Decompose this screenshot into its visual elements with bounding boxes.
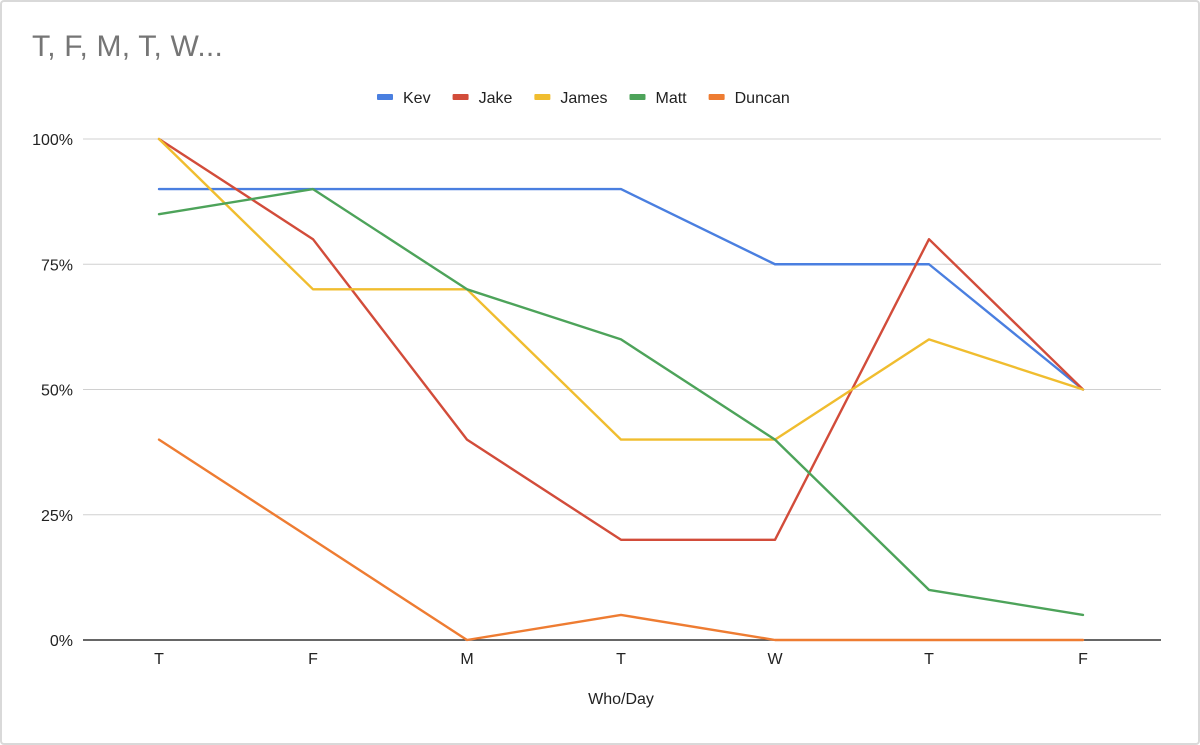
- legend-swatch: [377, 94, 393, 100]
- x-tick-label: F: [1078, 651, 1088, 668]
- legend-label: Duncan: [735, 90, 790, 107]
- y-tick-label: 50%: [41, 383, 73, 400]
- y-tick-label: 0%: [50, 633, 73, 650]
- legend-item-jake: Jake: [452, 90, 513, 107]
- x-tick-label: W: [767, 651, 783, 668]
- y-tick-label: 25%: [41, 508, 73, 525]
- series-lines: [157, 137, 1085, 642]
- series-line-jake: [157, 137, 1085, 541]
- legend-label: Matt: [656, 90, 688, 107]
- legend-label: Kev: [403, 90, 431, 107]
- x-tick-label: M: [460, 651, 473, 668]
- y-tick-label: 75%: [41, 257, 73, 274]
- chart-title: T, F, M, T, W...: [32, 30, 223, 63]
- x-tick-label: T: [154, 651, 164, 668]
- y-axis: 0% 25% 50% 75% 100%: [32, 132, 73, 650]
- legend-swatch: [534, 94, 551, 100]
- series-line-duncan: [157, 438, 1085, 642]
- x-tick-label: T: [616, 651, 626, 668]
- legend-swatch: [452, 94, 469, 100]
- legend: Kev Jake James Matt Duncan: [377, 90, 790, 107]
- series-line-kev: [157, 187, 1085, 391]
- x-axis-title: Who/Day: [588, 691, 654, 708]
- legend-label: James: [560, 90, 607, 107]
- series-line-matt: [157, 187, 1085, 617]
- legend-swatch: [629, 94, 646, 100]
- series-line-james: [157, 137, 1085, 441]
- legend-item-matt: Matt: [629, 90, 688, 107]
- legend-item-james: James: [534, 90, 608, 107]
- gridlines: [83, 138, 1161, 516]
- legend-item-kev: Kev: [377, 90, 431, 107]
- x-tick-label: F: [308, 651, 318, 668]
- x-tick-label: T: [924, 651, 934, 668]
- legend-label: Jake: [479, 90, 513, 107]
- legend-swatch: [708, 94, 725, 100]
- y-tick-label: 100%: [32, 132, 73, 149]
- legend-item-duncan: Duncan: [708, 90, 790, 107]
